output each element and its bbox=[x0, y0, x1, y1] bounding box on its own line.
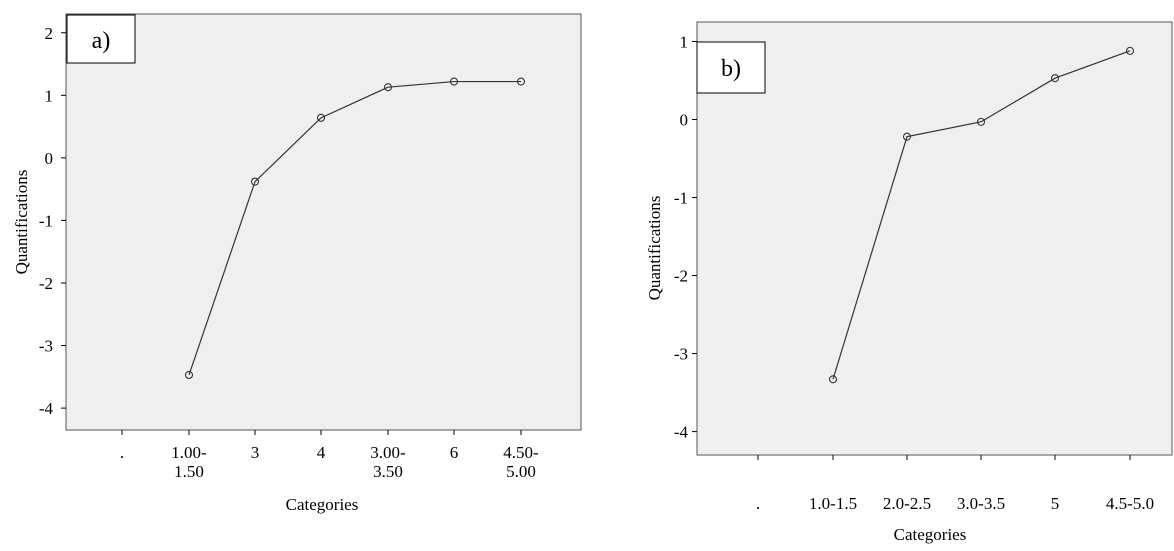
panel-label-box bbox=[66, 14, 136, 64]
x-tick-label: 4 bbox=[317, 443, 326, 462]
x-tick-label: 3.00-3.50 bbox=[370, 443, 406, 481]
chart-panel-a: a) 2 1 0 -1 -2 -3 -4. 1.00-1.50 3 4 3.00-3.50 6 4.50-… bbox=[12, 13, 582, 514]
plot-area bbox=[696, 21, 1173, 456]
y-tick-label: -2 bbox=[674, 267, 688, 286]
x-tick-label: 4.5-5.0 bbox=[1106, 494, 1154, 513]
y-axis-title: Quantifications bbox=[12, 170, 31, 275]
x-tick-label-line: 3.0-3.5 bbox=[957, 494, 1005, 513]
x-tick-label-line: 1.50 bbox=[174, 462, 204, 481]
x-tick-label-line: 1.0-1.5 bbox=[809, 494, 857, 513]
data-point bbox=[1050, 74, 1060, 83]
x-tick-label: 4.50-5.00 bbox=[503, 443, 539, 481]
x-tick-label: 6 bbox=[450, 443, 459, 462]
x-axis-title: Categories bbox=[286, 495, 359, 514]
x-tick-label-line: 3.00- bbox=[370, 443, 406, 462]
x-tick-label-line: 6 bbox=[450, 443, 459, 462]
y-tick-label: 0 bbox=[45, 149, 54, 168]
plot-area bbox=[65, 13, 582, 431]
y-axis-title: Quantifications bbox=[645, 196, 664, 301]
y-tick-label: 0 bbox=[680, 111, 689, 130]
x-tick-label-line: 5 bbox=[1051, 494, 1060, 513]
y-tick-label: -2 bbox=[39, 274, 53, 293]
panel-label: a) bbox=[92, 28, 111, 54]
data-point bbox=[516, 77, 526, 86]
data-point bbox=[902, 132, 912, 141]
x-tick-label: 5 bbox=[1051, 494, 1060, 513]
x-tick-label-line: 5.00 bbox=[506, 462, 536, 481]
data-point bbox=[449, 77, 459, 86]
data-point bbox=[828, 375, 838, 384]
data-point bbox=[184, 370, 194, 380]
data-point bbox=[1125, 46, 1135, 55]
data-point bbox=[316, 113, 326, 122]
x-tick-label-line: 4.5-5.0 bbox=[1106, 494, 1154, 513]
y-tick-label: -4 bbox=[39, 399, 54, 418]
y-tick-label: -1 bbox=[39, 211, 53, 230]
y-tick-label: -1 bbox=[674, 189, 688, 208]
data-point bbox=[250, 177, 260, 186]
series-line bbox=[188, 80, 521, 376]
chart-panel-b: b) 1 0 -1 -2 -3 -4. 1.0-1.5 2.0-2.5 3.0-3.5 5 4.5-5… bbox=[645, 21, 1173, 544]
x-tick-label-line: . bbox=[120, 443, 124, 462]
x-tick-label: 2.0-2.5 bbox=[883, 494, 931, 513]
y-tick-label: -3 bbox=[39, 337, 53, 356]
data-point bbox=[383, 83, 393, 92]
y-tick-label: 1 bbox=[680, 33, 689, 52]
x-tick-label-line: 2.0-2.5 bbox=[883, 494, 931, 513]
series-line bbox=[832, 50, 1131, 380]
x-tick-label-line: . bbox=[756, 494, 760, 513]
x-tick-label: . bbox=[120, 443, 124, 462]
x-tick-label: 3 bbox=[251, 443, 260, 462]
y-tick-label: 2 bbox=[45, 24, 54, 43]
y-tick-label: 1 bbox=[45, 86, 54, 105]
y-tick-label: -4 bbox=[674, 423, 689, 442]
x-axis-title: Categories bbox=[894, 525, 967, 544]
x-tick-label-line: 4 bbox=[317, 443, 326, 462]
y-tick-label: -3 bbox=[674, 345, 688, 364]
data-point bbox=[976, 117, 986, 126]
x-tick-label: 1.00-1.50 bbox=[171, 443, 207, 481]
x-tick-label-line: 1.00- bbox=[171, 443, 207, 462]
x-tick-label: 3.0-3.5 bbox=[957, 494, 1005, 513]
panel-label: b) bbox=[721, 56, 741, 82]
x-tick-label-line: 3.50 bbox=[373, 462, 403, 481]
x-tick-label-line: 3 bbox=[251, 443, 260, 462]
x-tick-label: . bbox=[756, 494, 760, 513]
panel-label-box bbox=[696, 41, 766, 94]
x-tick-label-line: 4.50- bbox=[503, 443, 539, 462]
x-tick-label: 1.0-1.5 bbox=[809, 494, 857, 513]
